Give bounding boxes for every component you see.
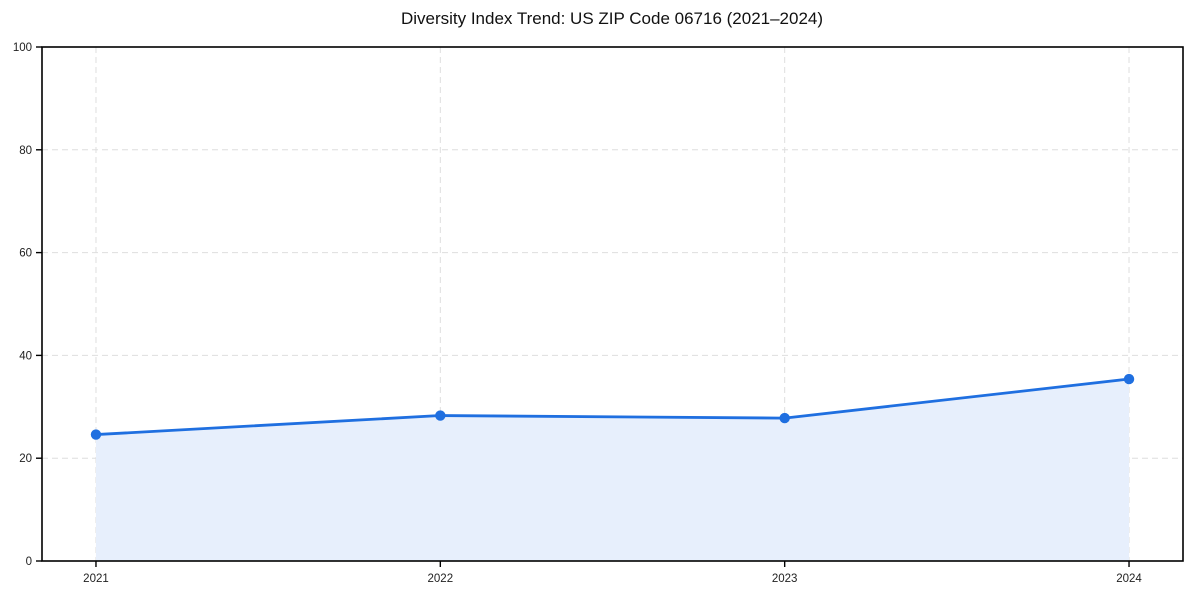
data-points-layer bbox=[90, 373, 1135, 440]
x-tick-label: 2021 bbox=[83, 573, 109, 585]
x-tick-label: 2023 bbox=[772, 573, 798, 585]
chart-title: Diversity Index Trend: US ZIP Code 06716… bbox=[401, 9, 823, 28]
y-tick-label: 40 bbox=[19, 350, 32, 362]
trend-line-layer bbox=[94, 377, 1131, 436]
area-fill-layer bbox=[95, 379, 1130, 561]
y-tick-label: 80 bbox=[19, 145, 32, 157]
trend-line bbox=[94, 377, 1131, 436]
area-fill bbox=[95, 379, 1130, 561]
x-tick-label: 2024 bbox=[1116, 573, 1142, 585]
plot-border bbox=[41, 46, 1184, 562]
axis-tick-labels: 0 20 40 60 80 100 2021 2022 2023 2024 bbox=[13, 42, 1143, 585]
y-tick-label: 100 bbox=[13, 42, 32, 54]
data-point bbox=[90, 429, 102, 440]
x-tick-label: 2022 bbox=[428, 573, 454, 585]
data-point bbox=[435, 410, 446, 421]
y-tick-label: 0 bbox=[26, 556, 32, 568]
y-tick-label: 20 bbox=[19, 453, 32, 465]
data-point bbox=[1123, 373, 1135, 385]
y-tick-label: 60 bbox=[19, 248, 32, 260]
axis-ticks bbox=[36, 46, 1130, 567]
data-point bbox=[779, 412, 790, 424]
